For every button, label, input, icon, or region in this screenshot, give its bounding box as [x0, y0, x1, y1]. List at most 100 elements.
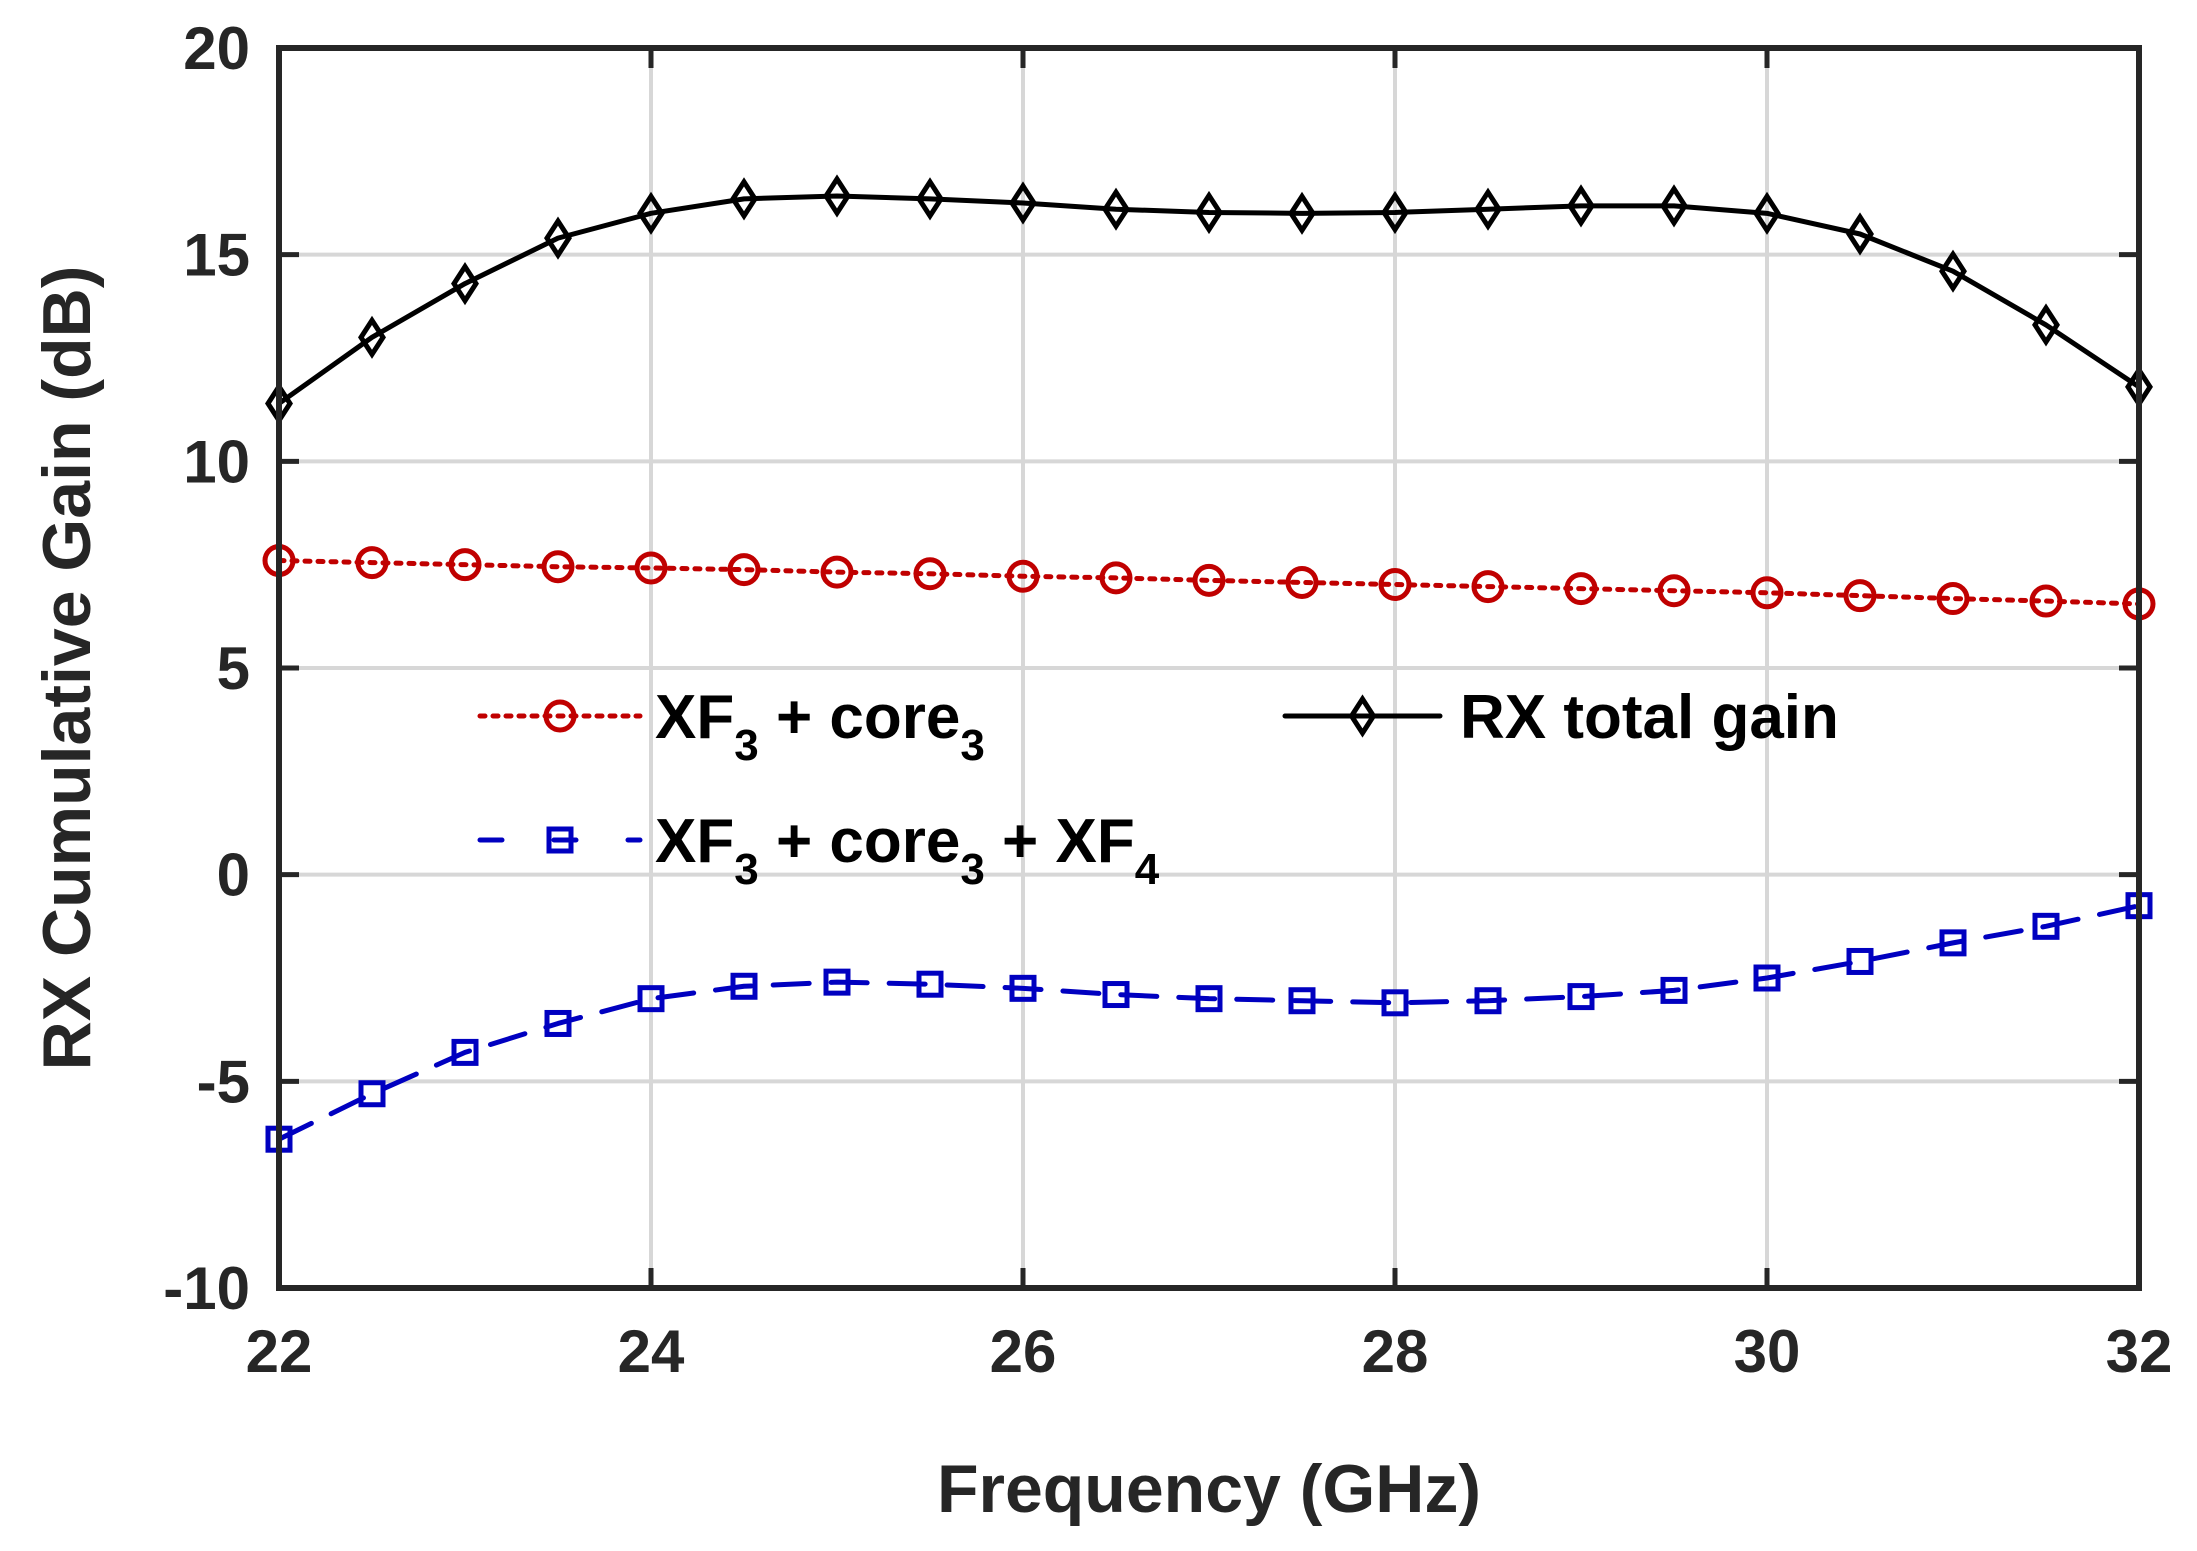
series-line-2 [279, 903, 2139, 1142]
series-3-point [1009, 181, 1037, 225]
series-1-point [2029, 584, 2063, 618]
series-3-point [916, 177, 944, 221]
series-layer [279, 193, 2139, 1142]
legend-text-part: + core [759, 683, 961, 752]
y-tick-label: 0 [217, 842, 250, 909]
series-2-point [1195, 985, 1223, 1013]
series-2-point [358, 1080, 386, 1108]
series-1-point [1564, 572, 1598, 606]
x-tick-label: 28 [1362, 1318, 1429, 1385]
series-3-point [1753, 191, 1781, 235]
series-1-point [634, 551, 668, 585]
legend-subscript: 3 [960, 845, 984, 894]
x-tick-label: 32 [2106, 1318, 2173, 1385]
x-tick-label: 26 [990, 1318, 1057, 1385]
series-3-point [1567, 184, 1595, 228]
series-2-point [1753, 964, 1781, 992]
series-3-point [1102, 187, 1130, 231]
series-3-point [544, 216, 572, 260]
series-2-point [1102, 981, 1130, 1009]
legend-marker [546, 826, 574, 854]
series-1-point [1936, 582, 1970, 616]
legend-marker [1348, 694, 1377, 738]
series-line-1 [279, 558, 2139, 607]
legend-marker [543, 699, 577, 733]
series-2-point [916, 970, 944, 998]
series-2-point [1474, 987, 1502, 1015]
legend-text-part: XF [655, 683, 734, 752]
series-3-point [1288, 191, 1316, 235]
series-3-point [1939, 249, 1967, 293]
series-1-point [820, 555, 854, 589]
legend-entry-1: XF3 + core3 [477, 683, 985, 770]
series-1-point [1843, 579, 1877, 613]
series-1-point [1657, 574, 1691, 608]
legend-subscript: 3 [734, 845, 758, 894]
legend-text-part: + XF [985, 807, 1135, 876]
series-2-point [2032, 912, 2060, 940]
series-3-point [1660, 184, 1688, 228]
series-1-point [1192, 563, 1226, 597]
series-2-point [637, 985, 665, 1013]
series-2-point [544, 1009, 572, 1037]
series-3-point [637, 191, 665, 235]
series-1-point [448, 548, 482, 582]
series-3-point [823, 174, 851, 218]
series-2-point [1939, 929, 1967, 957]
series-2-point [1381, 989, 1409, 1017]
series-3-point [358, 315, 386, 359]
series-1-point [541, 550, 575, 584]
series-2-point [1009, 974, 1037, 1002]
series-3-point [2032, 303, 2060, 347]
series-3-point [1195, 190, 1223, 235]
x-axis-label: Frequency (GHz) [937, 1451, 1481, 1527]
marker-layer [262, 174, 2156, 1153]
series-3-point [730, 177, 758, 221]
series-3-point [1474, 187, 1502, 231]
y-tick-label: 10 [183, 428, 250, 495]
legend-label: XF3 + core3 + XF4 [655, 807, 1160, 894]
x-tick-label: 30 [1734, 1318, 1801, 1385]
series-2-point [451, 1038, 479, 1066]
series-1-point [1006, 559, 1040, 593]
series-3-point [1381, 190, 1409, 235]
series-2-point [1660, 976, 1688, 1004]
legend-subscript: 4 [1135, 845, 1160, 894]
x-tick-label: 24 [618, 1318, 685, 1385]
y-tick-label: -10 [163, 1255, 250, 1322]
y-tick-label: -5 [197, 1048, 250, 1115]
series-1-point [727, 553, 761, 587]
legend-entry-3: RX total gain [1282, 683, 1839, 752]
series-3-point [1846, 212, 1874, 256]
series-1-point [355, 546, 389, 580]
series-1-point [1378, 568, 1412, 602]
series-1-point [1750, 576, 1784, 610]
y-tick-label: 5 [217, 635, 250, 702]
series-1-point [1471, 570, 1505, 604]
series-1-point [1285, 565, 1319, 599]
series-2-point [730, 972, 758, 1000]
y-axis-label: RX Cumulative Gain (dB) [29, 266, 105, 1071]
series-line-3 [279, 193, 2139, 406]
legend-label: XF3 + core3 [655, 683, 985, 770]
y-tick-label: 20 [183, 15, 250, 82]
series-2-point [1288, 987, 1316, 1015]
legend-subscript: 3 [734, 721, 758, 770]
series-1-point [1099, 561, 1133, 595]
series-1-point [913, 557, 947, 591]
series-2-point [823, 968, 851, 996]
y-tick-label: 15 [183, 222, 250, 289]
legend-text-part: XF [655, 807, 734, 876]
legend-label: RX total gain [1460, 683, 1839, 752]
series-3-point [451, 261, 479, 306]
legend-entry-2: XF3 + core3 + XF4 [477, 807, 1160, 894]
legend-text-part: + core [759, 807, 961, 876]
legend-text-part: RX total gain [1460, 683, 1839, 752]
axis-ticks: 22 24 26 28 30 32 -10 -5 0 5 10 15 20 [163, 15, 2172, 1385]
legend-subscript: 3 [960, 721, 984, 770]
series-2-point [1567, 983, 1595, 1011]
series-2-point [1846, 947, 1874, 975]
